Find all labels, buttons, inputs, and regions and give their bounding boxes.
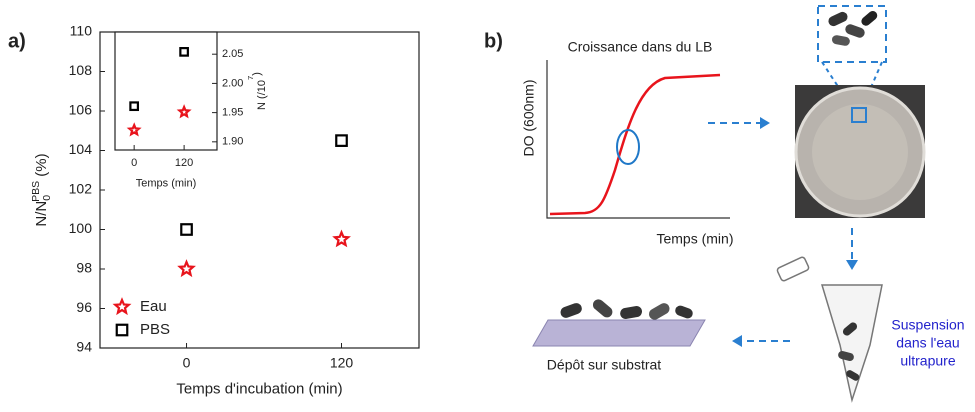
petri-dish [794, 85, 926, 218]
x-tick-label: 0 [183, 355, 191, 371]
x-tick-label: 120 [330, 355, 354, 371]
x-tick-label: 0 [131, 157, 137, 169]
star-marker [126, 122, 142, 137]
star-marker [332, 229, 351, 248]
square-marker [115, 323, 129, 337]
panel-label: a) [8, 30, 26, 52]
y-tick-label: 106 [69, 102, 93, 118]
y-axis-label-sub: 0 [41, 195, 53, 201]
bacteria-zoom [828, 10, 878, 46]
y-axis-label-part: N/N [33, 201, 50, 227]
y-axis-label: N/N0PBS (%) [30, 153, 53, 226]
plot-frame [114, 31, 218, 151]
arrow-heads [732, 117, 858, 347]
substrate [532, 299, 706, 347]
y-axis-label-sup: 7 [246, 76, 255, 80]
star-marker [112, 297, 132, 316]
x-axis-label: Temps d'incubation (min) [176, 381, 342, 398]
square-marker [335, 134, 348, 147]
y-axis-label-sup: PBS [30, 181, 42, 202]
y-axis-label-part: (%) [33, 153, 50, 181]
growth-axes [546, 60, 730, 219]
square-marker [129, 101, 140, 112]
suspension-line: ultrapure [900, 353, 955, 369]
star-marker [176, 104, 192, 119]
y-tick-label: 100 [69, 220, 93, 236]
y-tick-label: 102 [69, 181, 93, 197]
y-tick-label: 94 [76, 339, 92, 355]
deposit-label: Dépôt sur substrat [547, 357, 661, 373]
y-tick-label: 104 [69, 141, 93, 157]
tube [776, 256, 883, 403]
y-axis-label-part: ) [251, 72, 263, 76]
square-marker [179, 47, 189, 57]
suspension-label: Suspension dans l'eau ultrapure [891, 317, 964, 369]
y-tick-label: 108 [69, 62, 93, 78]
y-tick-label: 96 [76, 299, 92, 315]
y-tick-label: 2.05 [222, 48, 243, 60]
legend-label: PBS [140, 321, 170, 338]
growth-curve [549, 73, 721, 216]
y-tick-label: 1.95 [222, 107, 243, 119]
y-tick-label: 110 [70, 23, 93, 39]
growth-xlabel: Temps (min) [656, 231, 733, 247]
suspension-line: Suspension [891, 317, 964, 333]
x-axis-label: Temps (min) [136, 178, 197, 190]
y-axis-label-part: N (/10 [256, 80, 268, 110]
star-marker [177, 259, 196, 278]
square-marker [180, 223, 193, 236]
x-tick-label: 120 [175, 157, 193, 169]
y-tick-label: 1.90 [222, 136, 243, 148]
legend-label: Eau [140, 298, 167, 315]
y-tick-label: 2.00 [222, 77, 243, 89]
suspension-line: dans l'eau [896, 335, 959, 351]
y-axis-label: N (/107) [246, 72, 268, 110]
highlight [616, 129, 640, 165]
panel-label: b) [484, 30, 503, 52]
y-tick-label: 98 [76, 260, 92, 276]
growth-ylabel: DO (600nm) [521, 79, 537, 156]
growth-title: Croissance dans du LB [568, 39, 713, 55]
growth-plot: Croissance dans du LB DO (600nm) Temps (… [521, 39, 734, 247]
